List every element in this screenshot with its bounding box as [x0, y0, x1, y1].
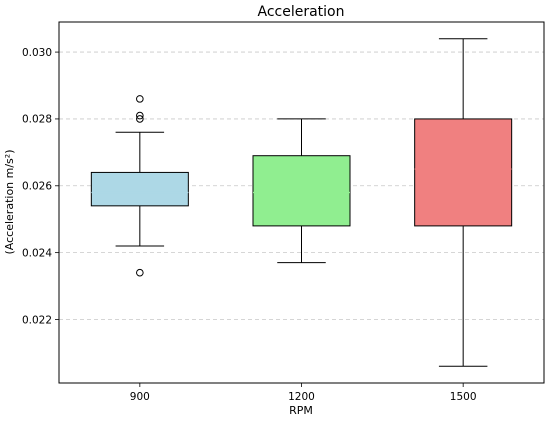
x-axis-label: RPM [289, 404, 313, 417]
y-axis: 0.022 0.024 0.026 0.028 0.030 [22, 47, 59, 326]
y-tick-label: 0.028 [22, 114, 52, 126]
flier-point [136, 268, 144, 277]
chart-title: Acceleration [258, 4, 345, 20]
box-group-900 [90, 95, 189, 277]
box-body [252, 155, 351, 227]
flier-point [136, 111, 144, 120]
x-tick-label: 1500 [450, 391, 477, 403]
x-tick-label: 1200 [288, 391, 315, 403]
x-tick-label: 900 [130, 391, 150, 403]
boxes [90, 38, 513, 367]
y-tick-label: 0.026 [22, 181, 52, 193]
box-body [414, 118, 513, 227]
y-axis-label: (Acceleration m/s²) [3, 150, 16, 255]
box-group-1200 [252, 118, 351, 264]
x-axis: 900 1200 1500 [130, 383, 477, 403]
y-tick-label: 0.030 [22, 47, 52, 59]
flier-point [136, 95, 144, 103]
box-body [90, 171, 189, 207]
y-tick-label: 0.024 [22, 247, 52, 259]
y-tick-label: 0.022 [22, 314, 52, 326]
box-group-1500 [414, 38, 513, 367]
flier-point [136, 115, 144, 123]
